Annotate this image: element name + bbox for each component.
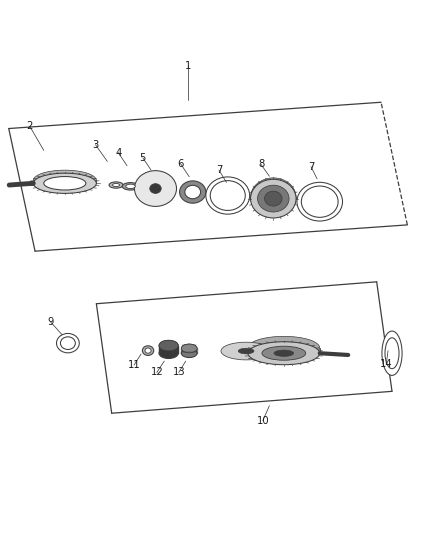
- Text: 14: 14: [380, 359, 392, 369]
- Ellipse shape: [180, 181, 206, 203]
- Ellipse shape: [265, 191, 282, 206]
- Ellipse shape: [385, 338, 399, 369]
- Ellipse shape: [181, 344, 197, 353]
- Text: 9: 9: [47, 317, 53, 327]
- Ellipse shape: [159, 348, 178, 359]
- Text: 1: 1: [185, 61, 191, 71]
- Text: 4: 4: [115, 148, 121, 158]
- Ellipse shape: [238, 348, 254, 354]
- Text: 7: 7: [216, 165, 222, 175]
- Ellipse shape: [44, 176, 86, 190]
- Ellipse shape: [251, 179, 296, 218]
- Text: 12: 12: [150, 367, 163, 377]
- Text: 13: 13: [173, 367, 185, 377]
- Ellipse shape: [251, 178, 296, 216]
- Ellipse shape: [301, 186, 338, 217]
- Ellipse shape: [248, 342, 320, 365]
- Ellipse shape: [134, 171, 177, 206]
- Ellipse shape: [274, 350, 293, 357]
- Ellipse shape: [248, 336, 320, 359]
- Text: 8: 8: [258, 159, 264, 169]
- Ellipse shape: [60, 337, 75, 350]
- Ellipse shape: [113, 183, 120, 187]
- Ellipse shape: [185, 185, 201, 199]
- Text: 7: 7: [308, 161, 314, 172]
- Text: 2: 2: [27, 122, 33, 131]
- Ellipse shape: [262, 346, 306, 360]
- Ellipse shape: [206, 177, 250, 214]
- Text: 5: 5: [140, 153, 146, 163]
- Ellipse shape: [181, 349, 197, 358]
- Ellipse shape: [122, 183, 139, 190]
- Ellipse shape: [210, 181, 245, 211]
- Ellipse shape: [258, 185, 289, 212]
- Ellipse shape: [159, 340, 178, 351]
- Ellipse shape: [159, 340, 178, 351]
- Ellipse shape: [181, 344, 197, 353]
- Text: 6: 6: [177, 159, 184, 168]
- Ellipse shape: [150, 184, 161, 193]
- Ellipse shape: [145, 348, 151, 353]
- Ellipse shape: [142, 346, 154, 356]
- Ellipse shape: [33, 173, 96, 193]
- Text: 3: 3: [92, 140, 99, 150]
- Ellipse shape: [126, 184, 135, 189]
- Ellipse shape: [382, 331, 402, 375]
- Ellipse shape: [297, 182, 343, 221]
- Ellipse shape: [57, 334, 79, 353]
- Text: 10: 10: [257, 416, 269, 426]
- Ellipse shape: [33, 170, 96, 191]
- Ellipse shape: [221, 342, 271, 360]
- Text: 11: 11: [127, 360, 141, 370]
- Ellipse shape: [109, 182, 123, 188]
